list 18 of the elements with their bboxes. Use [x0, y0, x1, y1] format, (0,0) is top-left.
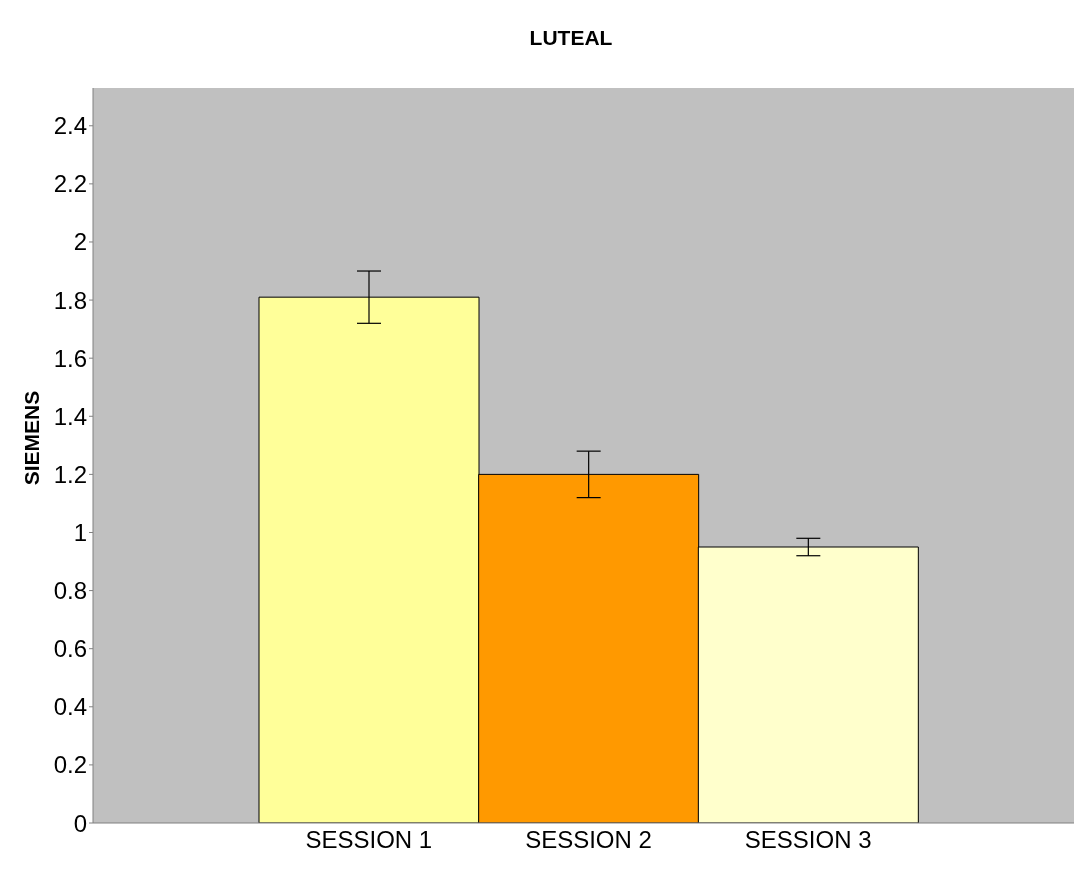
y-tick-label: 1.4	[53, 402, 87, 430]
y-tick-label: 2.2	[53, 170, 87, 198]
y-axis-title: SIEMENS	[20, 390, 44, 486]
y-tick-label: 1.8	[53, 286, 87, 314]
y-tick-label: 0.2	[53, 751, 87, 779]
y-tick-label: 0.4	[53, 693, 87, 721]
y-tick-label: 0.6	[53, 635, 87, 663]
chart-title: LUTEAL	[528, 26, 614, 50]
y-tick-label: 0.8	[53, 577, 87, 605]
y-tick-label: 1.2	[53, 460, 87, 488]
y-tick-label: 0	[73, 809, 87, 837]
y-tick-label: 2.4	[53, 112, 87, 140]
x-tick-label: SESSION 3	[744, 826, 872, 854]
y-tick-label: 1	[73, 519, 87, 547]
y-tick-label: 1.6	[53, 344, 87, 372]
y-tick-label: 2	[73, 228, 87, 256]
x-tick-label: SESSION 1	[305, 826, 433, 854]
x-tick-label: SESSION 2	[525, 826, 652, 854]
